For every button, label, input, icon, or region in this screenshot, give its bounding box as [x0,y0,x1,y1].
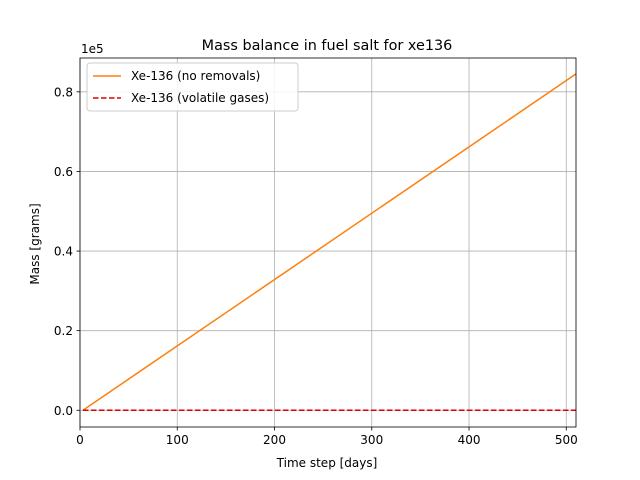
x-tick-label-5: 500 [555,433,578,447]
x-tick-label-0: 0 [76,433,84,447]
x-tick-label-4: 400 [458,433,481,447]
plot-frame [79,57,577,428]
y-axis-offset-label: 1e5 [81,42,104,56]
legend-box [86,62,299,112]
series-lines [82,73,577,412]
y-axis-label: Mass [grams] [28,203,42,284]
legend-label-no-removals: Xe-136 (no removals) [131,69,260,83]
x-tick-label-3: 300 [360,433,383,447]
y-tick-label-3: 0.6 [54,165,73,179]
x-tick-label-1: 100 [166,433,189,447]
series-line-no-removals [82,73,577,411]
y-tick-label-0: 0.0 [54,404,73,418]
x-axis-label: Time step [days] [276,456,378,470]
chart-title: Mass balance in fuel salt for xe136 [202,38,453,54]
axis-ticks: 0 100 200 300 400 500 0.0 0.2 0.4 0.6 0.8 [54,85,578,447]
x-tick-label-2: 200 [263,433,286,447]
y-tick-label-1: 0.2 [54,324,73,338]
grid [79,58,576,427]
y-tick-label-2: 0.4 [54,245,73,259]
y-tick-label-4: 0.8 [54,85,73,99]
legend-label-volatile-gases: Xe-136 (volatile gases) [131,91,269,105]
legend: Xe-136 (no removals) Xe-136 (volatile ga… [86,62,299,112]
